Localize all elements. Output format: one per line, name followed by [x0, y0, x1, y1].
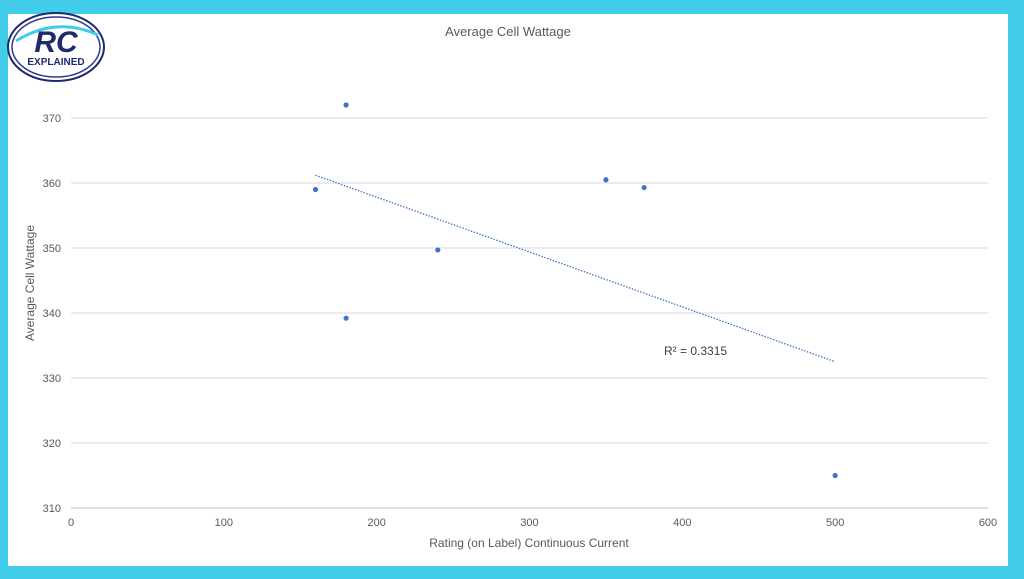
- data-point: [832, 472, 838, 479]
- trendline-group: [315, 174, 836, 363]
- x-tick-label: 600: [979, 517, 997, 529]
- data-point: [343, 102, 349, 108]
- y-tick-label: 360: [43, 178, 61, 190]
- x-tick-label: 300: [520, 517, 538, 529]
- y-tick-labels: 310 320 330 340 350 360 370: [43, 113, 61, 515]
- y-tick-label: 370: [43, 113, 61, 125]
- y-tick-label: 320: [43, 438, 61, 450]
- y-axis-label: Average Cell Wattage: [23, 225, 37, 341]
- y-tick-label: 330: [43, 373, 61, 385]
- data-point: [343, 315, 349, 321]
- scatter-chart: 310 320 330 340 350 360 370 0 100 200 300 400 500 60…: [23, 24, 997, 550]
- x-tick-label: 200: [367, 517, 385, 529]
- y-tick-label: 340: [43, 308, 61, 320]
- chart-title: Average Cell Wattage: [445, 24, 571, 39]
- rc-explained-logo: RC EXPLAINED: [6, 11, 106, 83]
- x-tick-label: 100: [215, 517, 233, 529]
- trendline: [315, 174, 836, 363]
- r-squared-annotation: R² = 0.3315: [664, 344, 727, 358]
- x-tick-label: 0: [68, 517, 74, 529]
- data-point: [603, 177, 609, 183]
- y-tick-label: 310: [43, 503, 61, 515]
- data-point: [435, 247, 441, 253]
- x-tick-label: 400: [673, 517, 691, 529]
- x-axis-label: Rating (on Label) Continuous Current: [429, 536, 629, 550]
- x-tick-labels: 0 100 200 300 400 500 600: [68, 517, 997, 529]
- chart-area: 310 320 330 340 350 360 370 0 100 200 300 400 500 60…: [8, 14, 1008, 566]
- gridlines: [71, 117, 988, 444]
- data-point: [312, 186, 319, 193]
- logo-text-main: RC: [34, 26, 79, 59]
- data-points: [312, 102, 838, 479]
- logo-text-sub: EXPLAINED: [27, 57, 84, 68]
- y-tick-label: 350: [43, 243, 61, 255]
- x-tick-label: 500: [826, 517, 844, 529]
- data-point: [641, 184, 647, 191]
